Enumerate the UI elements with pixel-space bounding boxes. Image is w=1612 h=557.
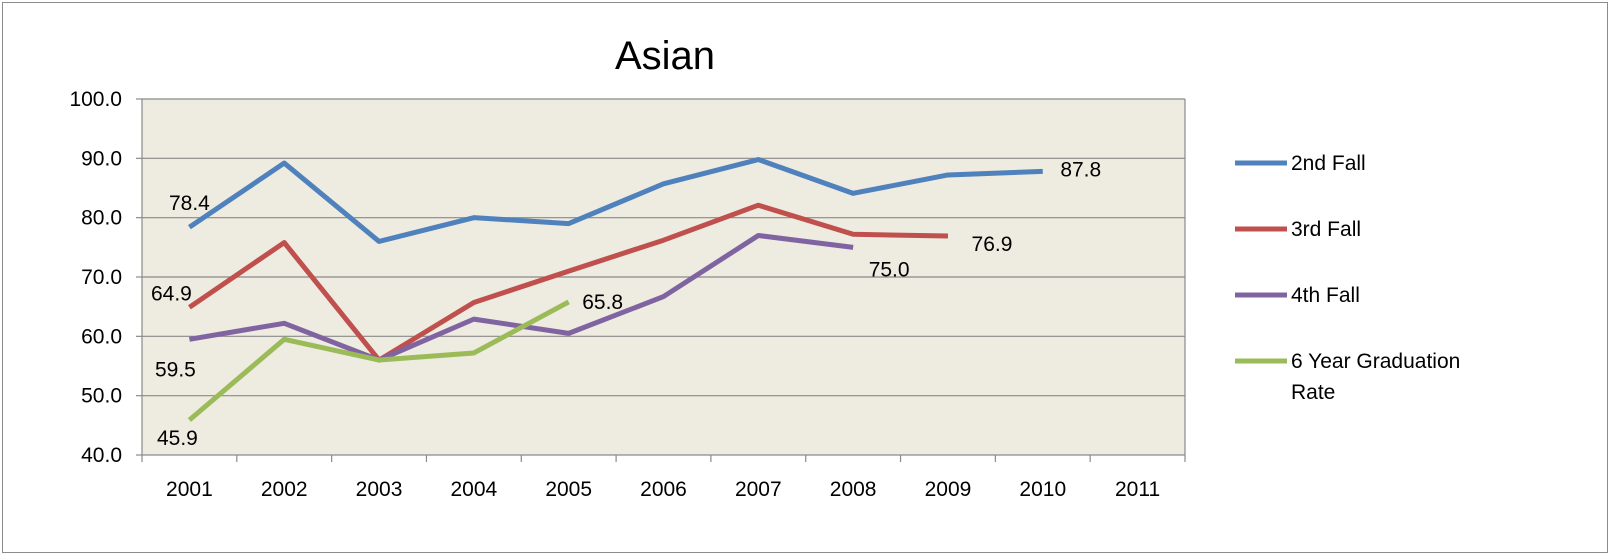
y-tick-label: 80.0	[81, 207, 122, 230]
data-labels: 78.4 87.8 64.9 76.9 59.5 75.0 45.9 65.8	[151, 158, 1101, 450]
data-label: 75.0	[869, 258, 910, 281]
x-tick-label: 2007	[735, 478, 782, 501]
x-tick-label: 2009	[925, 478, 972, 501]
x-tick-label: 2010	[1019, 478, 1066, 501]
data-label: 65.8	[582, 291, 623, 314]
data-label: 45.9	[157, 427, 198, 450]
legend: 2nd Fall 3rd Fall 4th Fall 6 Year Graduatio…	[1235, 152, 1460, 404]
y-tick-label: 40.0	[81, 444, 122, 467]
x-tick-label: 2003	[356, 478, 403, 501]
data-label: 59.5	[155, 358, 196, 381]
data-label: 64.9	[151, 282, 192, 305]
legend-label: 2nd Fall	[1291, 152, 1366, 175]
legend-label: 4th Fall	[1291, 284, 1360, 307]
series-lines	[187, 157, 1043, 422]
chart-title: Asian	[615, 34, 715, 78]
y-tick-label: 70.0	[81, 266, 122, 289]
x-tick-label: 2011	[1115, 478, 1160, 501]
x-tick-label: 2002	[261, 478, 308, 501]
data-label: 87.8	[1060, 158, 1101, 181]
y-axis-ticks: 40.0 50.0 60.0 70.0 80.0 90.0 100.0	[69, 88, 142, 467]
x-tick-label: 2008	[830, 478, 877, 501]
x-axis-ticks: 2001 2002 2003 2004 2005 2006 2007 2008 2009 2010…	[141, 455, 1186, 501]
series-line-2nd-fall	[188, 157, 1043, 244]
x-tick-label: 2006	[640, 478, 687, 501]
y-tick-label: 100.0	[69, 88, 122, 111]
legend-label: 3rd Fall	[1291, 218, 1361, 241]
data-label: 76.9	[972, 233, 1013, 256]
y-tick-label: 50.0	[81, 385, 122, 408]
x-tick-label: 2004	[451, 478, 498, 501]
data-label: 78.4	[169, 192, 210, 215]
y-tick-label: 90.0	[81, 147, 122, 170]
legend-label: 6 Year Graduation Rate	[1291, 350, 1460, 404]
x-tick-label: 2005	[545, 478, 592, 501]
series-line-3rd-fall	[188, 202, 949, 363]
series-line-6-year-graduation-rate	[187, 299, 570, 422]
y-tick-label: 60.0	[81, 325, 122, 348]
x-tick-label: 2001	[166, 478, 213, 501]
